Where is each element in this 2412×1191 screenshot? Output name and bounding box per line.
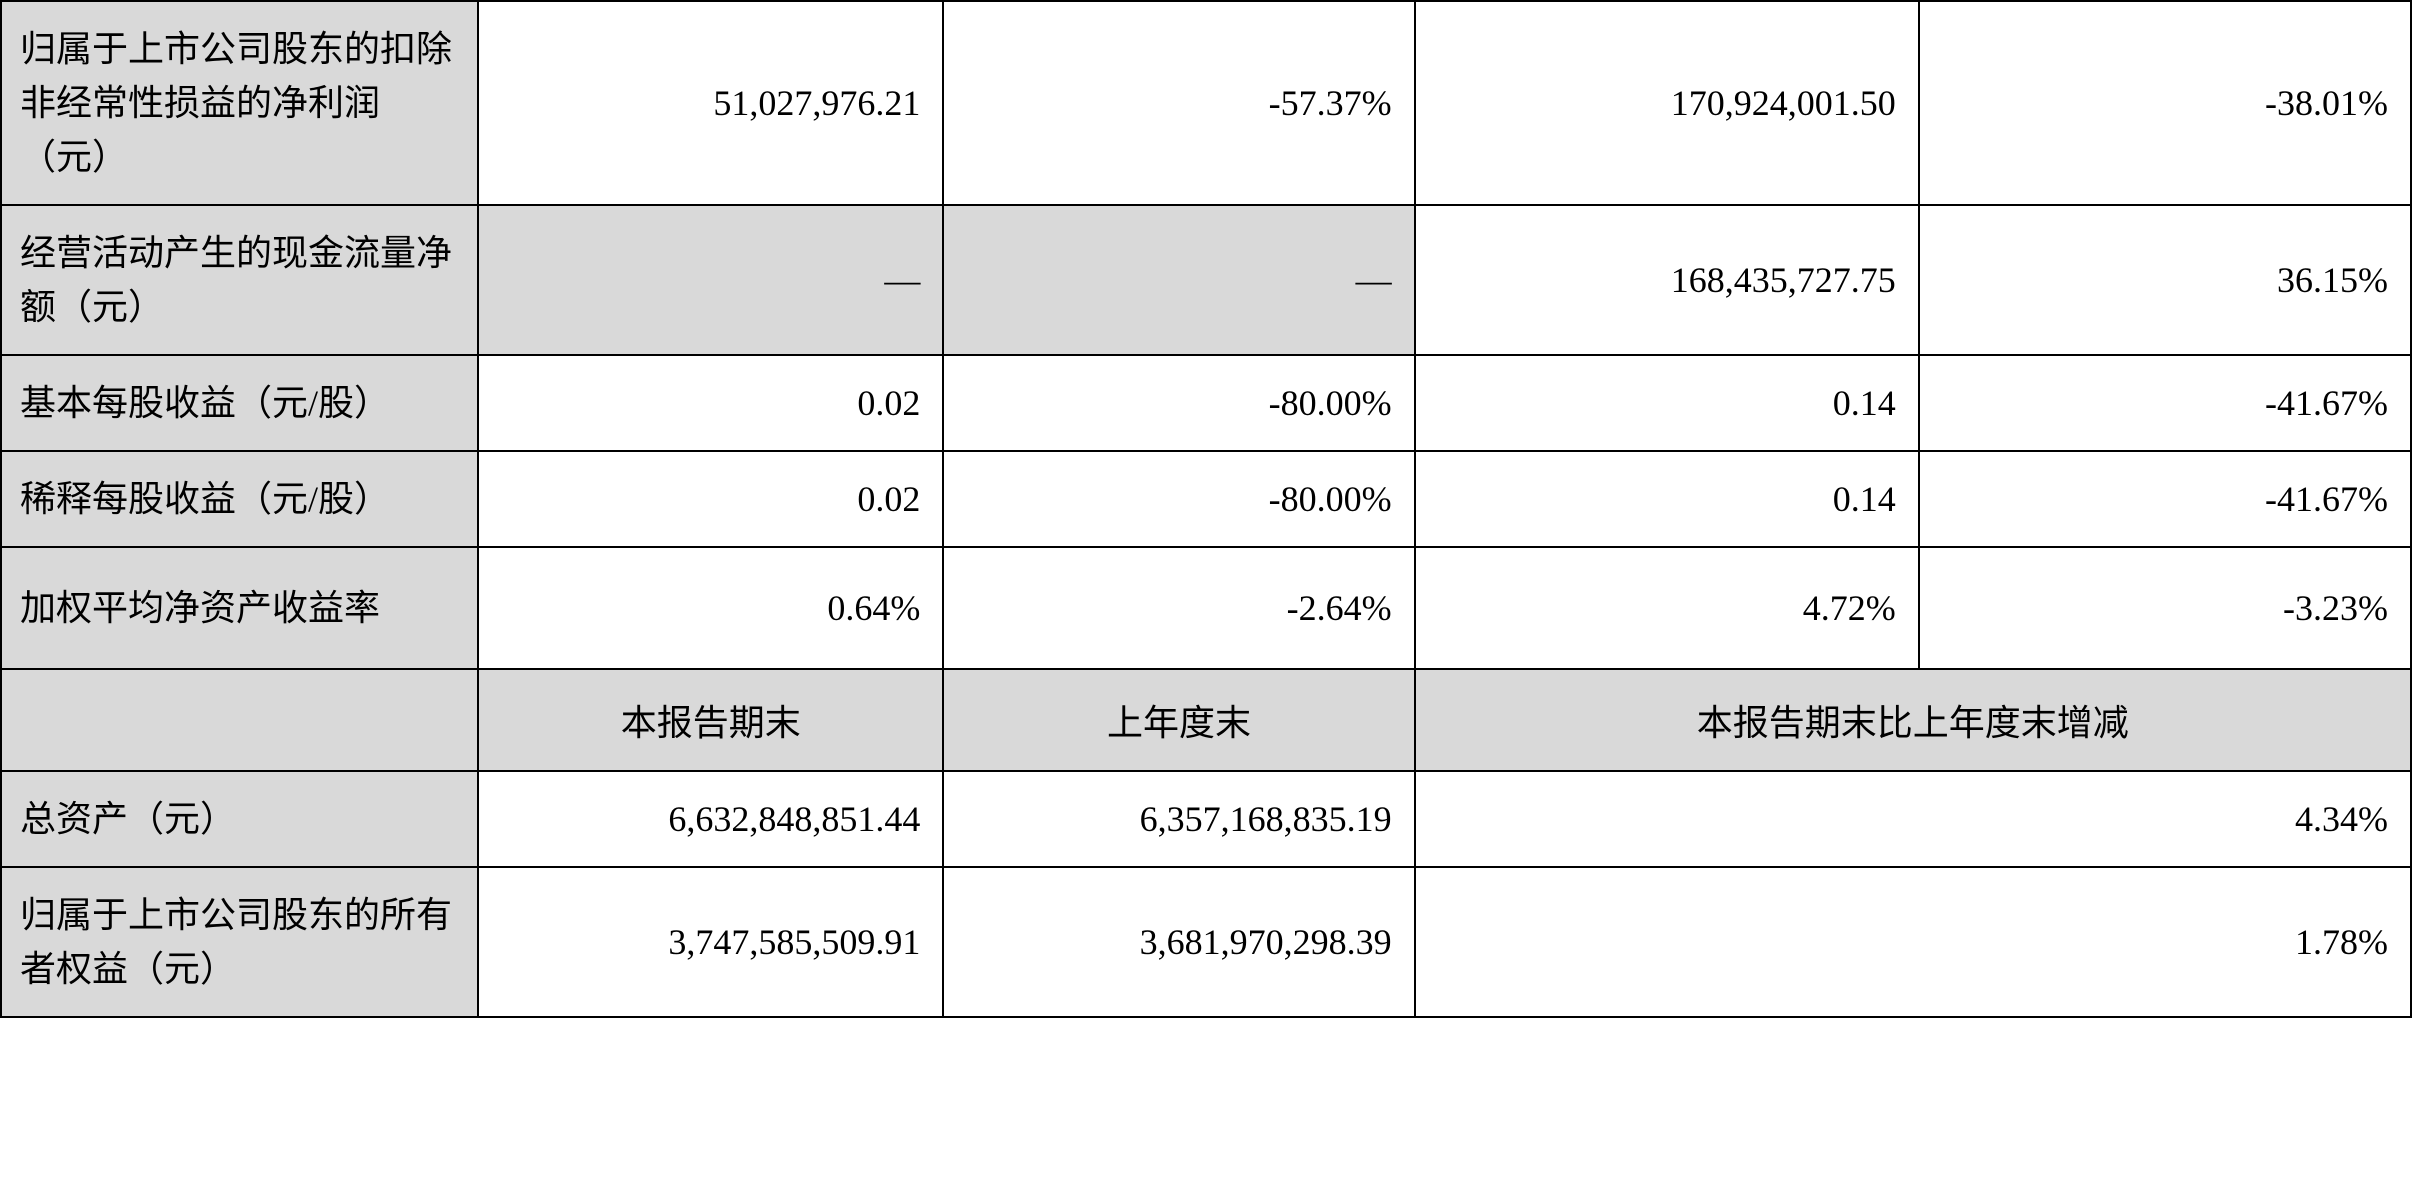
- financial-table: 归属于上市公司股东的扣除非经常性损益的净利润（元） 51,027,976.21 …: [0, 0, 2412, 1018]
- data-cell: 6,357,168,835.19: [943, 771, 1414, 867]
- header-cell: 上年度末: [943, 669, 1414, 771]
- row-label: 稀释每股收益（元/股）: [1, 451, 478, 547]
- table-header-row: 本报告期末 上年度末 本报告期末比上年度末增减: [1, 669, 2411, 771]
- table-row: 基本每股收益（元/股） 0.02 -80.00% 0.14 -41.67%: [1, 355, 2411, 451]
- data-cell: 170,924,001.50: [1415, 1, 1919, 205]
- data-cell: -2.64%: [943, 547, 1414, 669]
- table-row: 稀释每股收益（元/股） 0.02 -80.00% 0.14 -41.67%: [1, 451, 2411, 547]
- row-label: 经营活动产生的现金流量净额（元）: [1, 205, 478, 355]
- data-cell: 0.64%: [478, 547, 943, 669]
- data-cell: —: [943, 205, 1414, 355]
- data-cell: 6,632,848,851.44: [478, 771, 943, 867]
- data-cell: -38.01%: [1919, 1, 2411, 205]
- table-row: 归属于上市公司股东的扣除非经常性损益的净利润（元） 51,027,976.21 …: [1, 1, 2411, 205]
- data-cell: 0.02: [478, 451, 943, 547]
- financial-table-container: 归属于上市公司股东的扣除非经常性损益的净利润（元） 51,027,976.21 …: [0, 0, 2412, 1018]
- row-label: 基本每股收益（元/股）: [1, 355, 478, 451]
- data-cell: 0.14: [1415, 355, 1919, 451]
- data-cell: -57.37%: [943, 1, 1414, 205]
- data-cell: -80.00%: [943, 355, 1414, 451]
- row-label: 归属于上市公司股东的所有者权益（元）: [1, 867, 478, 1017]
- data-cell: 1.78%: [1415, 867, 2411, 1017]
- data-cell: -3.23%: [1919, 547, 2411, 669]
- data-cell: -41.67%: [1919, 355, 2411, 451]
- data-cell: 51,027,976.21: [478, 1, 943, 205]
- data-cell: 3,747,585,509.91: [478, 867, 943, 1017]
- table-row: 归属于上市公司股东的所有者权益（元） 3,747,585,509.91 3,68…: [1, 867, 2411, 1017]
- table-row: 加权平均净资产收益率 0.64% -2.64% 4.72% -3.23%: [1, 547, 2411, 669]
- data-cell: 168,435,727.75: [1415, 205, 1919, 355]
- row-label: 总资产（元）: [1, 771, 478, 867]
- table-row: 总资产（元） 6,632,848,851.44 6,357,168,835.19…: [1, 771, 2411, 867]
- data-cell: -80.00%: [943, 451, 1414, 547]
- data-cell: —: [478, 205, 943, 355]
- data-cell: 3,681,970,298.39: [943, 867, 1414, 1017]
- header-cell: 本报告期末: [478, 669, 943, 771]
- data-cell: 0.02: [478, 355, 943, 451]
- row-label: 归属于上市公司股东的扣除非经常性损益的净利润（元）: [1, 1, 478, 205]
- data-cell: 0.14: [1415, 451, 1919, 547]
- row-label: 加权平均净资产收益率: [1, 547, 478, 669]
- data-cell: 36.15%: [1919, 205, 2411, 355]
- data-cell: 4.72%: [1415, 547, 1919, 669]
- data-cell: 4.34%: [1415, 771, 2411, 867]
- table-body: 归属于上市公司股东的扣除非经常性损益的净利润（元） 51,027,976.21 …: [1, 1, 2411, 1017]
- empty-header-cell: [1, 669, 478, 771]
- table-row: 经营活动产生的现金流量净额（元） — — 168,435,727.75 36.1…: [1, 205, 2411, 355]
- header-cell: 本报告期末比上年度末增减: [1415, 669, 2411, 771]
- data-cell: -41.67%: [1919, 451, 2411, 547]
